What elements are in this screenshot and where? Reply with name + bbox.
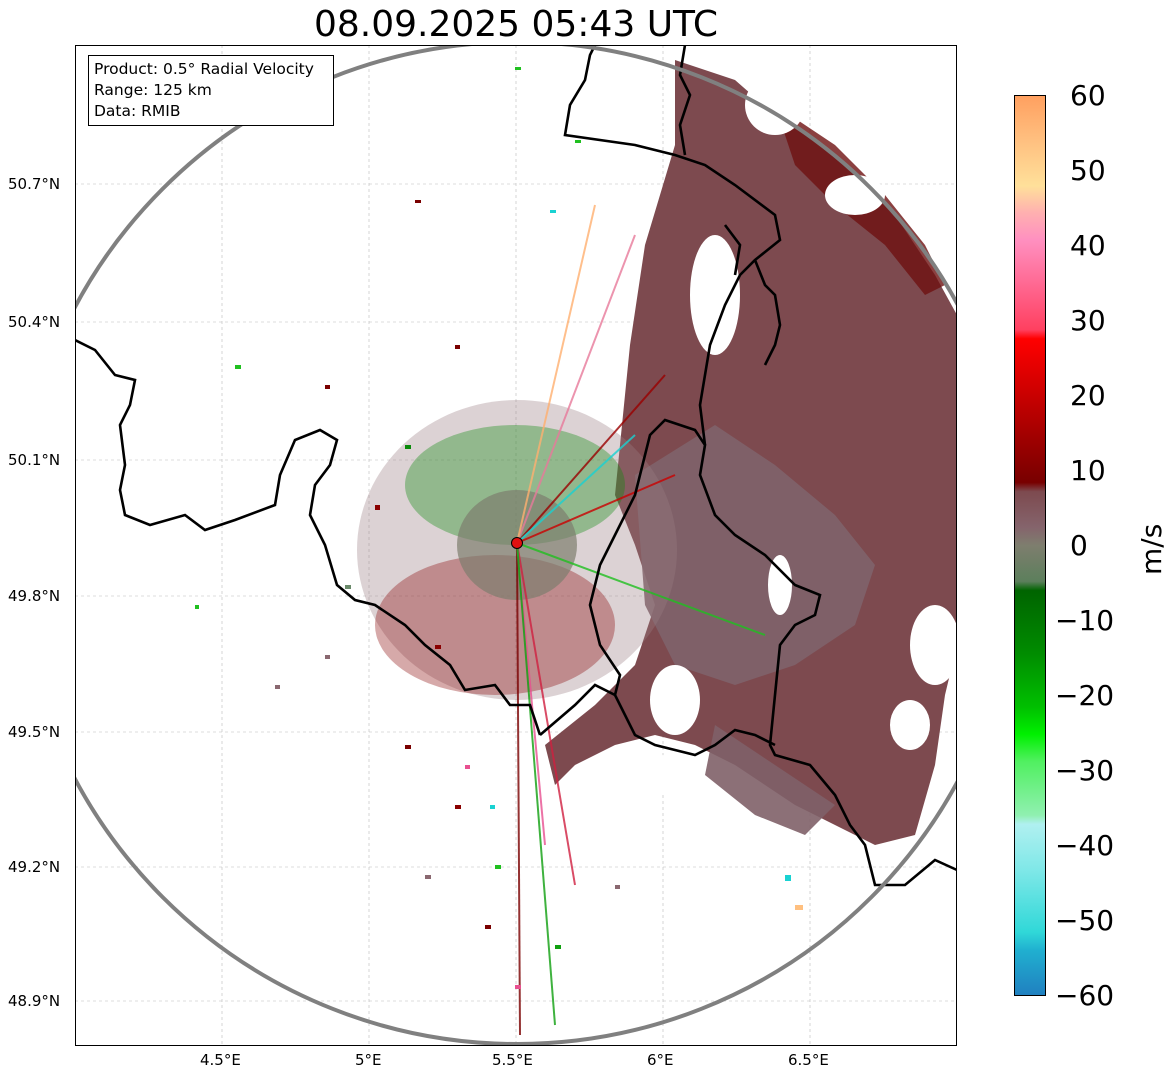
colorbar-tick: −30 — [1055, 754, 1115, 787]
colorbar-tick: 20 — [1070, 379, 1106, 412]
lat-tick-label: 49.8°N — [8, 587, 61, 605]
lon-tick-label: 6.5°E — [788, 1051, 829, 1069]
radial-streaks — [516, 204, 766, 1036]
colorbar-tick: −40 — [1055, 829, 1115, 862]
colorbar-tick: −20 — [1055, 679, 1115, 712]
speckles — [195, 67, 803, 989]
data-source-label: Data: RMIB — [94, 102, 181, 120]
colorbar-tick: −10 — [1055, 604, 1115, 637]
velocity-colorbar — [1014, 95, 1046, 996]
lat-tick-label: 50.1°N — [8, 451, 61, 469]
lat-tick-label: 48.9°N — [8, 992, 61, 1010]
colorbar-tick: −60 — [1055, 979, 1115, 1012]
colorbar-tick: 0 — [1070, 529, 1088, 562]
lat-tick-label: 49.2°N — [8, 858, 61, 876]
radar-map-canvas — [75, 45, 957, 1046]
lon-tick-label: 6°E — [647, 1051, 674, 1069]
lat-tick-label: 49.5°N — [8, 723, 61, 741]
lon-tick-label: 5°E — [355, 1051, 382, 1069]
colorbar-tick: 50 — [1070, 154, 1106, 187]
product-label: Product: 0.5° Radial Velocity — [94, 60, 314, 78]
colorbar-tick: 40 — [1070, 229, 1106, 262]
colorbar-tick: 10 — [1070, 454, 1106, 487]
radar-map[interactable] — [75, 45, 957, 1046]
product-info-box: Product: 0.5° Radial Velocity Range: 125… — [88, 55, 334, 126]
lat-tick-label: 50.7°N — [8, 175, 61, 193]
colorbar-tick: 30 — [1070, 304, 1106, 337]
map-title: 08.09.2025 05:43 UTC — [313, 4, 719, 45]
colorbar-tick: −50 — [1055, 904, 1115, 937]
radar-site-marker[interactable] — [511, 537, 523, 549]
lon-tick-label: 5.5°E — [492, 1051, 533, 1069]
lat-tick-label: 50.4°N — [8, 313, 61, 331]
colorbar-unit-label: m/s — [1135, 523, 1168, 575]
range-label: Range: 125 km — [94, 81, 212, 99]
country-boundaries — [75, 45, 957, 887]
lon-tick-label: 4.5°E — [200, 1051, 241, 1069]
colorbar-tick: 60 — [1070, 79, 1106, 112]
echo-region-east — [545, 60, 957, 845]
range-ring — [75, 45, 957, 1046]
